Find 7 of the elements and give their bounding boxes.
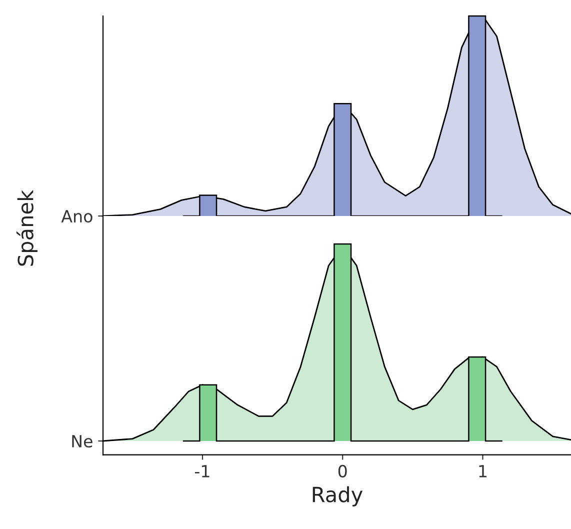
- y-axis-title: Spánek: [16, 190, 38, 266]
- series-label: Ano: [61, 210, 92, 223]
- x-axis-title: Rady: [312, 486, 363, 506]
- series-label: Ne: [72, 435, 92, 448]
- x-tick-label: 0: [338, 464, 347, 478]
- x-tick-label: 1: [479, 465, 486, 478]
- x-tick-label: -1: [195, 465, 210, 478]
